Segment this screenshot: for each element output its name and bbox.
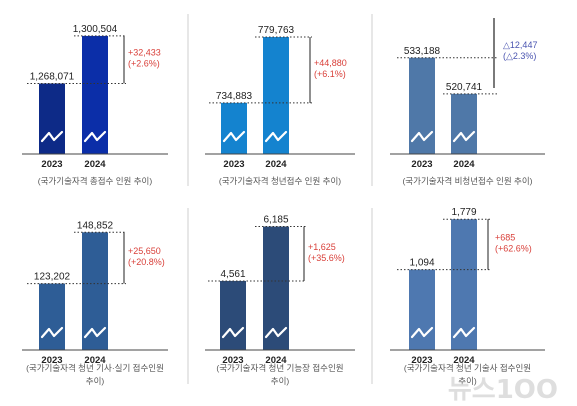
data-label: 533,188 xyxy=(404,46,441,57)
bar-2023 xyxy=(220,280,246,350)
chart-caption: 추이) xyxy=(458,376,477,386)
data-label: 4,561 xyxy=(220,269,245,280)
data-label: 1,094 xyxy=(409,258,434,269)
x-tick-label: 2023 xyxy=(41,159,62,170)
x-tick-label: 2023 xyxy=(222,355,243,366)
axis-break-mark xyxy=(410,130,434,143)
bar-2023 xyxy=(39,283,65,350)
data-label: 6,185 xyxy=(263,215,288,226)
watermark-text: 뉴스1OO xyxy=(448,375,558,405)
axis-break-mark xyxy=(40,130,64,143)
chart-caption: (국가기술자격 청년접수 인원 추이) xyxy=(219,176,341,186)
x-tick-label: 2023 xyxy=(223,159,244,170)
difference-annotation: △12,447 xyxy=(503,40,537,50)
x-tick-label: 2024 xyxy=(453,355,475,366)
x-tick-label: 2024 xyxy=(265,355,287,366)
data-label: 148,852 xyxy=(77,220,114,231)
axis-break-mark xyxy=(40,326,64,339)
axis-break-mark xyxy=(83,326,107,339)
axis-break-mark xyxy=(264,130,288,143)
difference-annotation: (+2.6%) xyxy=(128,59,160,69)
axis-break-mark xyxy=(410,326,434,339)
data-label: 1,268,071 xyxy=(30,71,75,82)
axis-break-mark xyxy=(264,326,288,339)
chart-caption: (국가기술자격 청년 기능장 접수인원 xyxy=(216,363,343,373)
difference-annotation: +25,650 xyxy=(128,246,161,256)
axis-break-mark xyxy=(452,326,476,339)
difference-annotation: (+20.8%) xyxy=(128,257,165,267)
difference-annotation: +44,880 xyxy=(314,58,347,68)
chart-caption: 추이) xyxy=(86,376,105,386)
x-tick-label: 2024 xyxy=(265,159,287,170)
difference-annotation: (△2.3%) xyxy=(503,51,536,61)
axis-break-mark xyxy=(221,326,245,339)
bar-2023 xyxy=(409,269,435,350)
x-tick-label: 2024 xyxy=(453,159,475,170)
data-label: 779,763 xyxy=(258,25,295,36)
x-tick-label: 2024 xyxy=(84,355,106,366)
chart-caption: (국가기술자격 청년 기술사 접수인원 xyxy=(404,363,531,373)
bar-2024 xyxy=(451,93,477,154)
chart-caption: (국가기술자격 비청년접수 인원 추이) xyxy=(402,176,532,186)
x-tick-label: 2023 xyxy=(411,159,432,170)
chart-caption: (국가기술자격 총접수 인원 추이) xyxy=(38,176,153,186)
bar-2023 xyxy=(221,102,247,154)
data-label: 520,741 xyxy=(446,82,483,93)
difference-annotation: (+6.1%) xyxy=(314,69,346,79)
data-label: 123,202 xyxy=(34,272,71,283)
data-label: 734,883 xyxy=(216,91,253,102)
data-label: 1,779 xyxy=(451,207,476,218)
difference-annotation: (+35.6%) xyxy=(308,253,345,263)
difference-annotation: +1,625 xyxy=(308,242,336,252)
x-tick-label: 2023 xyxy=(411,355,432,366)
x-tick-label: 2024 xyxy=(84,159,106,170)
difference-annotation: (+62.6%) xyxy=(495,243,532,253)
data-label: 1,300,504 xyxy=(73,24,118,35)
x-tick-label: 2023 xyxy=(41,355,62,366)
difference-annotation: +685 xyxy=(495,232,515,242)
axis-break-mark xyxy=(83,130,107,143)
chart-caption: 추이) xyxy=(271,376,290,386)
chart-caption: (국가기술자격 청년 기사·실기 접수인원 xyxy=(26,363,164,373)
difference-annotation: +32,433 xyxy=(128,48,161,58)
axis-break-mark xyxy=(222,130,246,143)
bar-2023 xyxy=(39,83,65,154)
axis-break-mark xyxy=(452,130,476,143)
